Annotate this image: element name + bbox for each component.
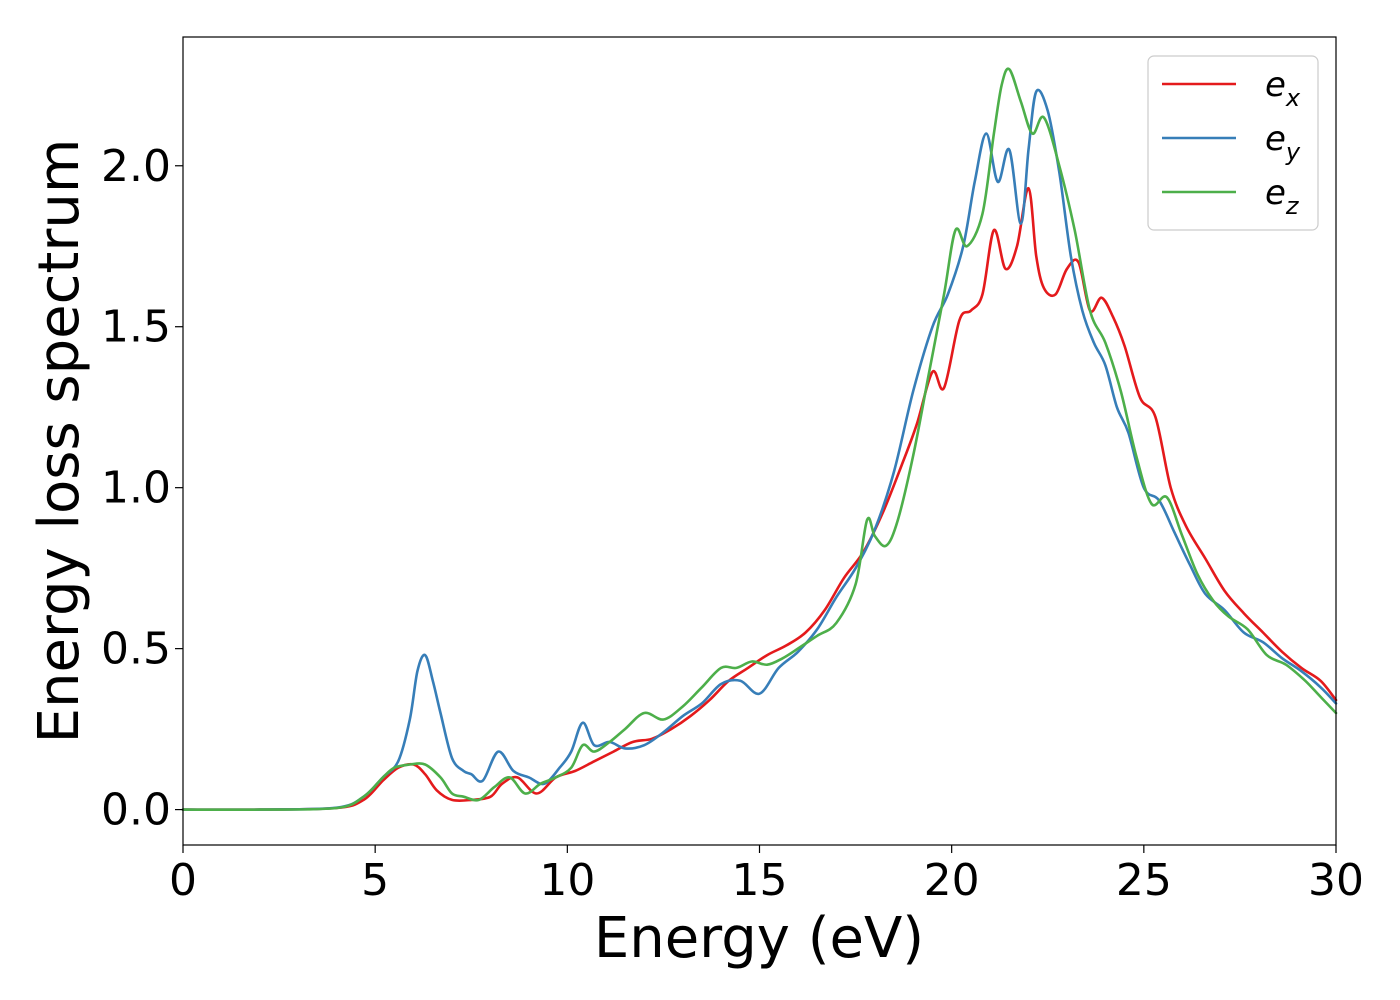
legend-box: [1147, 55, 1319, 231]
x-axis-title: Energy (eV): [594, 906, 924, 971]
x-tick-label: 10: [539, 855, 595, 906]
y-tick-label: 1.0: [101, 463, 171, 514]
x-tick-label: 25: [1116, 855, 1172, 906]
x-tick-label: 5: [361, 855, 389, 906]
x-tick-label: 15: [732, 855, 788, 906]
y-tick-label: 0.5: [101, 624, 171, 675]
x-tick-label: 0: [169, 855, 197, 906]
y-axis-title: Energy loss spectrum: [27, 139, 92, 744]
y-tick-label: 1.5: [101, 302, 171, 353]
series-line-z: [181, 67, 1338, 812]
y-axis-ticks: 0.0 0.5 1.0 1.5 2.0: [101, 141, 183, 836]
x-tick-label: 20: [924, 855, 980, 906]
plot-series: [181, 67, 1338, 812]
y-tick-label: 0.0: [101, 785, 171, 836]
series-line-y: [181, 88, 1338, 812]
x-axis-ticks: 0 5 10 15 20 25 30: [169, 845, 1364, 906]
x-tick-label: 30: [1308, 855, 1364, 906]
legend-label-x: ex: [1265, 65, 1301, 112]
legend-label-y: ey: [1265, 119, 1301, 166]
y-tick-label: 2.0: [101, 141, 171, 192]
